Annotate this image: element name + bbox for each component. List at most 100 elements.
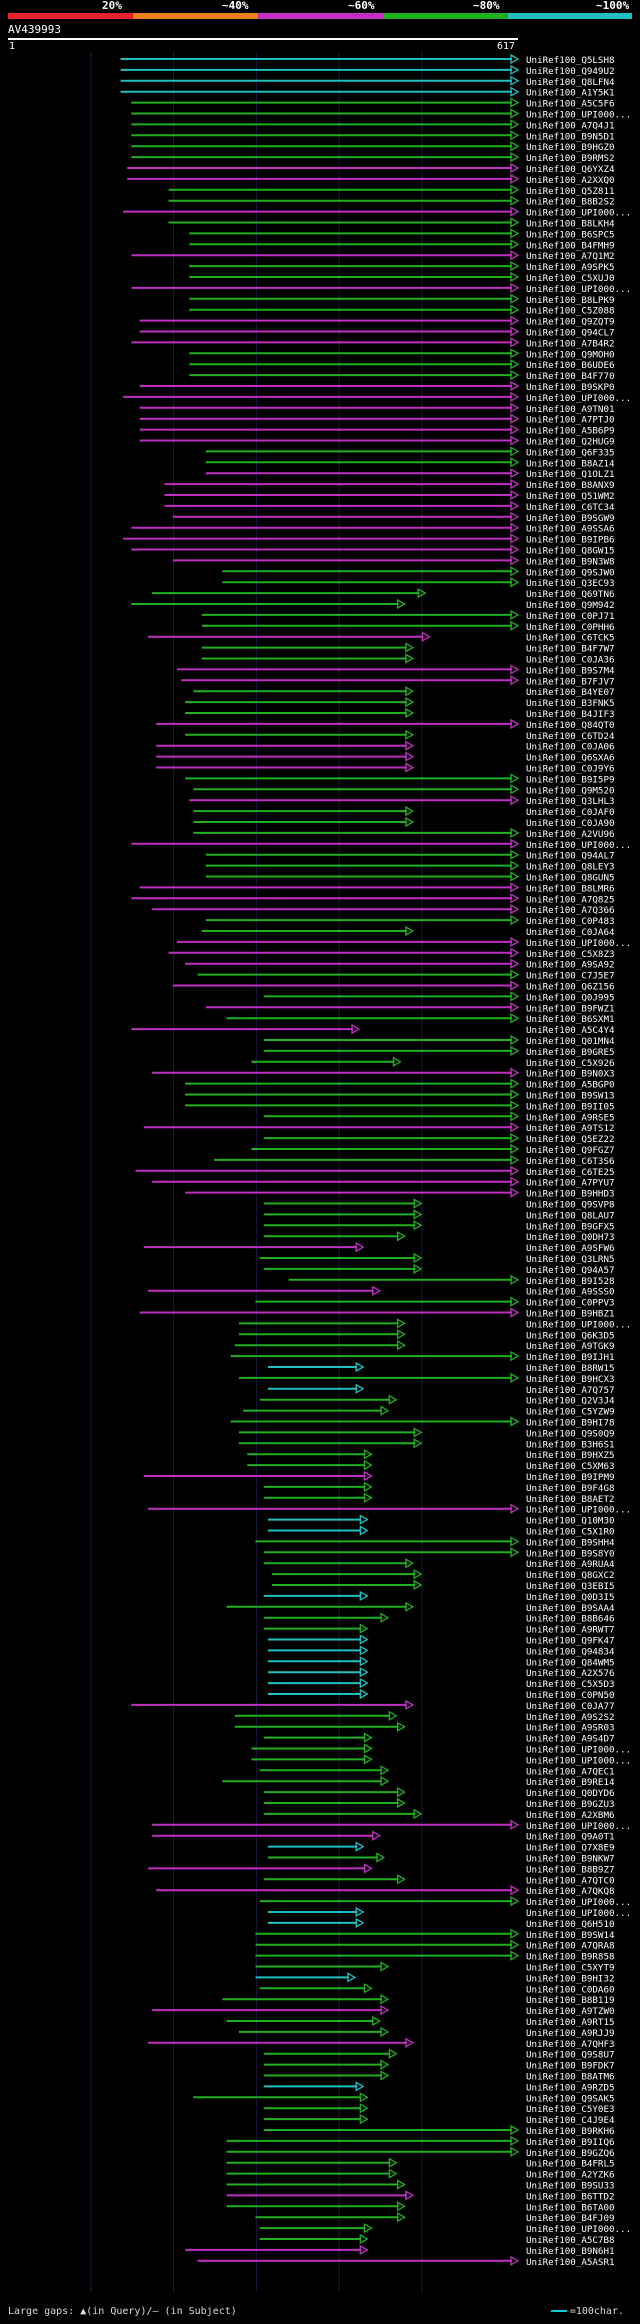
hit-label[interactable]: UniRef100_Q8LEY3 [526,862,615,873]
hit-label[interactable]: UniRef100_Q94AL7 [526,851,615,862]
hit-label[interactable]: UniRef100_C0DA60 [526,1984,615,1995]
hit-label[interactable]: UniRef100_C5X1R0 [526,1527,615,1538]
hit-label[interactable]: UniRef100_A9TZW0 [526,2006,615,2017]
hit-label[interactable]: UniRef100_Q0D3I5 [526,1592,615,1603]
hit-label[interactable]: UniRef100_A9RWT7 [526,1625,615,1636]
hit-label[interactable]: UniRef100_Q9S0Q9 [526,1428,615,1439]
hit-label[interactable]: UniRef100_Q7X8E9 [526,1843,615,1854]
hit-label[interactable]: UniRef100_Q9ZQT9 [526,317,615,328]
hit-label[interactable]: UniRef100_UPI000... [526,1505,631,1516]
hit-label[interactable]: UniRef100_B8ANX9 [526,480,615,491]
hit-label[interactable]: UniRef100_A9RSE5 [526,1112,615,1123]
hit-label[interactable]: UniRef100_B9IPB6 [526,535,615,546]
hit-label[interactable]: UniRef100_B9SW13 [526,1091,615,1102]
hit-label[interactable]: UniRef100_A7Q1M2 [526,251,615,262]
hit-label[interactable]: UniRef100_B9HGZ0 [526,142,615,153]
hit-label[interactable]: UniRef100_Q6K3D5 [526,1330,615,1341]
hit-label[interactable]: UniRef100_Q3EC93 [526,578,615,589]
hit-label[interactable]: UniRef100_UPI000... [526,208,631,219]
hit-label[interactable]: UniRef100_Q0DYD6 [526,1788,615,1799]
hit-label[interactable]: UniRef100_A9SPK5 [526,262,615,273]
hit-label[interactable]: UniRef100_UPI000... [526,284,631,295]
hit-label[interactable]: UniRef100_A5B6P9 [526,426,615,437]
hit-label[interactable]: UniRef100_B9SU33 [526,2181,615,2192]
hit-label[interactable]: UniRef100_A5C4Y4 [526,1025,615,1036]
hit-label[interactable]: UniRef100_C0PJ71 [526,611,615,622]
hit-label[interactable]: UniRef100_A5ASR1 [526,2257,615,2268]
hit-label[interactable]: UniRef100_Q3EBI5 [526,1581,615,1592]
hit-label[interactable]: UniRef100_A7QTC0 [526,1875,615,1886]
hit-label[interactable]: UniRef100_A9TS12 [526,1123,615,1134]
hit-label[interactable]: UniRef100_B9HI78 [526,1418,615,1429]
hit-label[interactable]: UniRef100_C5X8Z3 [526,949,615,960]
hit-label[interactable]: UniRef100_A2XBM6 [526,1810,615,1821]
hit-label[interactable]: UniRef100_B9I5P9 [526,774,615,785]
hit-label[interactable]: UniRef100_A9RT15 [526,2017,615,2028]
hit-label[interactable]: UniRef100_A7Q825 [526,894,615,905]
hit-label[interactable]: UniRef100_A9SSA6 [526,524,615,535]
hit-label[interactable]: UniRef100_Q9M520 [526,785,615,796]
hit-label[interactable]: UniRef100_C5XM63 [526,1461,615,1472]
hit-label[interactable]: UniRef100_B9S8Y0 [526,1548,615,1559]
hit-label[interactable]: UniRef100_A5C5F6 [526,99,615,110]
hit-label[interactable]: UniRef100_A7QHF3 [526,2039,615,2050]
hit-label[interactable]: UniRef100_A9SFW6 [526,1243,615,1254]
hit-label[interactable]: UniRef100_Q94CL7 [526,328,615,339]
hit-label[interactable]: UniRef100_Q3LRN5 [526,1254,615,1265]
hit-label[interactable]: UniRef100_C6TE25 [526,1167,615,1178]
hit-label[interactable]: UniRef100_UPI000... [526,1319,631,1330]
hit-label[interactable]: UniRef100_B9FWZ1 [526,1003,615,1014]
hit-label[interactable]: UniRef100_B8AZ14 [526,458,615,469]
hit-label[interactable]: UniRef100_B8LPK9 [526,295,615,306]
hit-label[interactable]: UniRef100_C5XUJ0 [526,273,615,284]
hit-label[interactable]: UniRef100_B8RW15 [526,1363,615,1374]
hit-label[interactable]: UniRef100_Q9SJW0 [526,567,615,578]
hit-label[interactable]: UniRef100_C0PN50 [526,1690,615,1701]
hit-label[interactable]: UniRef100_C5YZW9 [526,1407,615,1418]
hit-label[interactable]: UniRef100_C6TC34 [526,502,615,513]
hit-label[interactable]: UniRef100_C0J9Y6 [526,764,615,775]
hit-label[interactable]: UniRef100_Q0DH73 [526,1232,615,1243]
hit-label[interactable]: UniRef100_B9SHH4 [526,1537,615,1548]
hit-label[interactable]: UniRef100_Q51WM2 [526,491,615,502]
hit-label[interactable]: UniRef100_Q8GXC2 [526,1570,615,1581]
hit-label[interactable]: UniRef100_B9SKP0 [526,382,615,393]
hit-label[interactable]: UniRef100_UPI000... [526,938,631,949]
hit-label[interactable]: UniRef100_B9RMS2 [526,153,615,164]
hit-label[interactable]: UniRef100_A9TGK9 [526,1341,615,1352]
hit-label[interactable]: UniRef100_C6TD24 [526,731,615,742]
hit-label[interactable]: UniRef100_B9HBZ1 [526,1309,615,1320]
hit-label[interactable]: UniRef100_C0JA36 [526,655,615,666]
hit-label[interactable]: UniRef100_B8LKH4 [526,219,615,230]
hit-label[interactable]: UniRef100_A9SR03 [526,1723,615,1734]
hit-label[interactable]: UniRef100_B9HXZ5 [526,1450,615,1461]
hit-label[interactable]: UniRef100_Q949U2 [526,66,615,77]
hit-label[interactable]: UniRef100_B9IPM9 [526,1472,615,1483]
hit-label[interactable]: UniRef100_A7PTJ0 [526,415,615,426]
hit-label[interactable]: UniRef100_B9I528 [526,1276,615,1287]
hit-label[interactable]: UniRef100_A7PYU7 [526,1178,615,1189]
hit-label[interactable]: UniRef100_B4FMH9 [526,240,615,251]
hit-label[interactable]: UniRef100_Q10M30 [526,1516,615,1527]
hit-label[interactable]: UniRef100_A7B4R2 [526,338,615,349]
hit-label[interactable]: UniRef100_A2X576 [526,1668,615,1679]
hit-label[interactable]: UniRef100_UPI000... [526,1908,631,1919]
hit-label[interactable]: UniRef100_A9S4D7 [526,1734,615,1745]
hit-label[interactable]: UniRef100_B9II05 [526,1101,615,1112]
hit-label[interactable]: UniRef100_C5Z088 [526,306,615,317]
hit-label[interactable]: UniRef100_B9RE14 [526,1777,615,1788]
hit-label[interactable]: UniRef100_Q9FGZ7 [526,1145,615,1156]
hit-label[interactable]: UniRef100_C0PPV3 [526,1298,615,1309]
hit-label[interactable]: UniRef100_Q8LAU7 [526,1210,615,1221]
hit-label[interactable]: UniRef100_B3H6S1 [526,1439,615,1450]
hit-label[interactable]: UniRef100_UPI000... [526,1755,631,1766]
hit-label[interactable]: UniRef100_Q1OLZ1 [526,469,615,480]
hit-label[interactable]: UniRef100_B9GRE5 [526,1047,615,1058]
hit-label[interactable]: UniRef100_C5X5D3 [526,1679,615,1690]
hit-label[interactable]: UniRef100_Q9M942 [526,600,615,611]
hit-label[interactable]: UniRef100_B9N3W8 [526,556,615,567]
hit-label[interactable]: UniRef100_Q9SVP8 [526,1200,615,1211]
hit-label[interactable]: UniRef100_UPI000... [526,2224,631,2235]
hit-label[interactable]: UniRef100_B6SPC5 [526,229,615,240]
hit-label[interactable]: UniRef100_Q5LSH8 [526,55,615,66]
